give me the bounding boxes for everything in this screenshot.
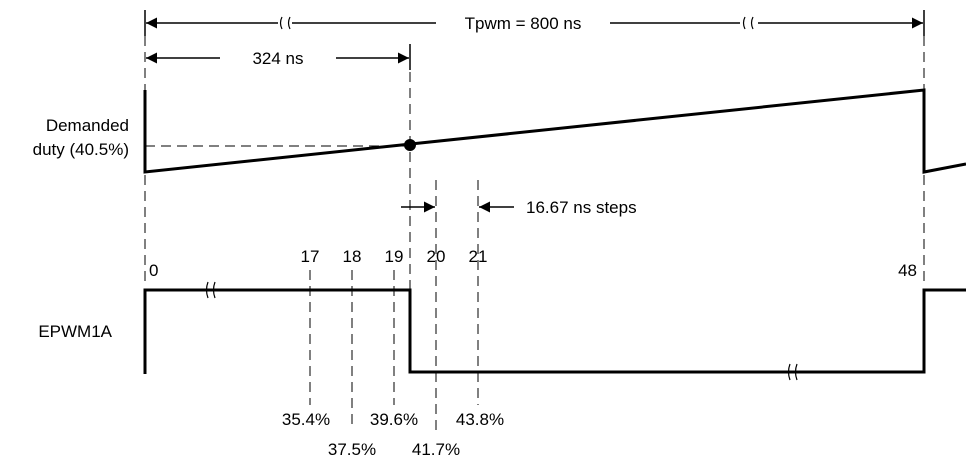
count-label-18: 18 bbox=[343, 247, 362, 266]
break-symbol bbox=[279, 16, 291, 30]
duty-label-line1: Demanded bbox=[46, 116, 129, 135]
delay-label: 324 ns bbox=[252, 49, 303, 68]
period-dimension: Tpwm = 800 ns bbox=[144, 10, 925, 36]
percent-labels: 35.4% 37.5% 39.6% 41.7% 43.8% bbox=[282, 410, 504, 459]
period-label: Tpwm = 800 ns bbox=[465, 14, 582, 33]
count-label-48: 48 bbox=[898, 261, 917, 280]
percent-label-43-8: 43.8% bbox=[456, 410, 504, 429]
epwm-signal bbox=[143, 288, 966, 374]
percent-label-41-7: 41.7% bbox=[412, 440, 460, 459]
break-symbol bbox=[205, 281, 216, 299]
count-label-17: 17 bbox=[301, 247, 320, 266]
step-dimension: 16.67 ns steps bbox=[401, 198, 637, 217]
step-label: 16.67 ns steps bbox=[526, 198, 637, 217]
duty-label-line2: duty (40.5%) bbox=[33, 140, 129, 159]
period-label-mask bbox=[458, 14, 588, 33]
percent-label-35-4: 35.4% bbox=[282, 410, 330, 429]
break-symbol bbox=[742, 16, 754, 30]
epwm-waveform: EPWM1A bbox=[38, 281, 966, 381]
ramp-waveform: Demanded duty (40.5%) bbox=[33, 88, 966, 174]
count-label-19: 19 bbox=[385, 247, 404, 266]
break-symbol bbox=[787, 363, 798, 381]
ramp-line bbox=[143, 88, 966, 174]
percent-label-37-5: 37.5% bbox=[328, 440, 376, 459]
count-labels: 0 17 18 19 20 21 48 bbox=[149, 247, 917, 280]
signal-label: EPWM1A bbox=[38, 322, 112, 341]
count-label-0: 0 bbox=[149, 261, 158, 280]
count-label-20: 20 bbox=[427, 247, 446, 266]
percent-label-39-6: 39.6% bbox=[370, 410, 418, 429]
guide-lines bbox=[144, 36, 925, 430]
count-label-21: 21 bbox=[469, 247, 488, 266]
delay-dimension: 324 ns bbox=[146, 44, 411, 70]
